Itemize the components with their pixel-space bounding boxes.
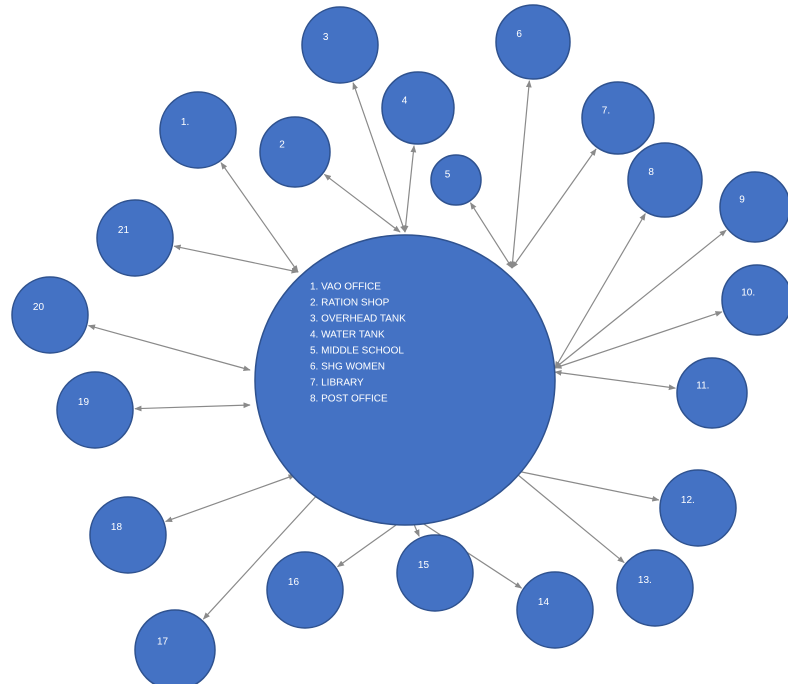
node-label: 14 [538, 597, 550, 608]
node-label: 13. [638, 575, 652, 586]
node-label: 8 [648, 167, 654, 178]
node-label: 19 [78, 397, 90, 408]
link-arrow [164, 474, 296, 523]
node-label: 1. [181, 117, 189, 128]
list-item: 4. WATER TANK [310, 330, 385, 341]
center-list: 1. VAO OFFICE 2. RATION SHOP 3. OVERHEAD T… [310, 282, 406, 405]
list-item: 7. LIBRARY [310, 378, 364, 389]
outer-node [616, 549, 694, 627]
outer-node [259, 116, 331, 188]
node-label: 15 [418, 560, 430, 571]
outer-node [659, 469, 737, 547]
outer-nodes: 1. 2 3 4 5 6 7. 8 9 10. 11. 12. 13. 14 15 16 17 18 19 20 21 [11, 4, 788, 684]
outer-node [134, 609, 216, 684]
node-label: 4 [402, 95, 408, 106]
outer-node [495, 4, 571, 80]
outer-node [721, 264, 788, 336]
link-arrow [511, 148, 597, 269]
outer-node [381, 71, 455, 145]
node-label: 21 [118, 225, 130, 236]
node-label: 2 [279, 140, 285, 151]
outer-node [11, 276, 89, 354]
node-label: 6 [516, 29, 522, 40]
list-item: 6. SHG WOMEN [310, 362, 385, 373]
link-arrow [202, 491, 321, 620]
link-arrow [173, 244, 299, 274]
link-arrow [511, 469, 625, 564]
link-arrow [352, 82, 406, 233]
node-label: 10. [741, 288, 755, 299]
center-node [254, 234, 556, 526]
list-item: 1. VAO OFFICE [310, 282, 381, 293]
link-arrow [323, 173, 401, 233]
link-arrow [554, 213, 646, 369]
node-label: 7. [602, 105, 610, 116]
link-arrow [87, 324, 251, 372]
outer-node [430, 154, 482, 206]
node-label: 3 [323, 32, 329, 43]
link-arrow [554, 370, 677, 391]
link-arrow [511, 468, 660, 502]
outer-node [89, 496, 167, 574]
outer-node [627, 142, 703, 218]
outer-node [676, 357, 748, 429]
list-item: 2. RATION SHOP [310, 298, 390, 309]
outer-node [301, 6, 379, 84]
outer-node [96, 199, 174, 277]
node-label: 11. [696, 381, 709, 392]
link-arrow [554, 311, 723, 369]
node-label: 9 [739, 195, 745, 206]
outer-node [396, 534, 474, 612]
link-arrow [402, 145, 417, 233]
outer-node [266, 551, 344, 629]
link-arrow [134, 402, 251, 412]
list-item: 8. POST OFFICE [310, 394, 388, 405]
list-item: 5. MIDDLE SCHOOL [310, 346, 404, 357]
outer-node [159, 91, 237, 169]
outer-node [581, 81, 655, 155]
node-label: 12. [681, 495, 695, 506]
outer-node [516, 571, 594, 649]
node-label: 18 [111, 522, 123, 533]
link-arrow [509, 80, 532, 269]
node-label: 17 [157, 637, 169, 648]
link-arrow [469, 202, 513, 269]
outer-node [719, 171, 788, 243]
outer-node [56, 371, 134, 449]
node-label: 20 [33, 302, 45, 313]
link-arrow [554, 229, 727, 369]
list-item: 3. OVERHEAD TANK [310, 314, 406, 325]
node-label: 5 [445, 170, 451, 181]
node-label: 16 [288, 577, 300, 588]
